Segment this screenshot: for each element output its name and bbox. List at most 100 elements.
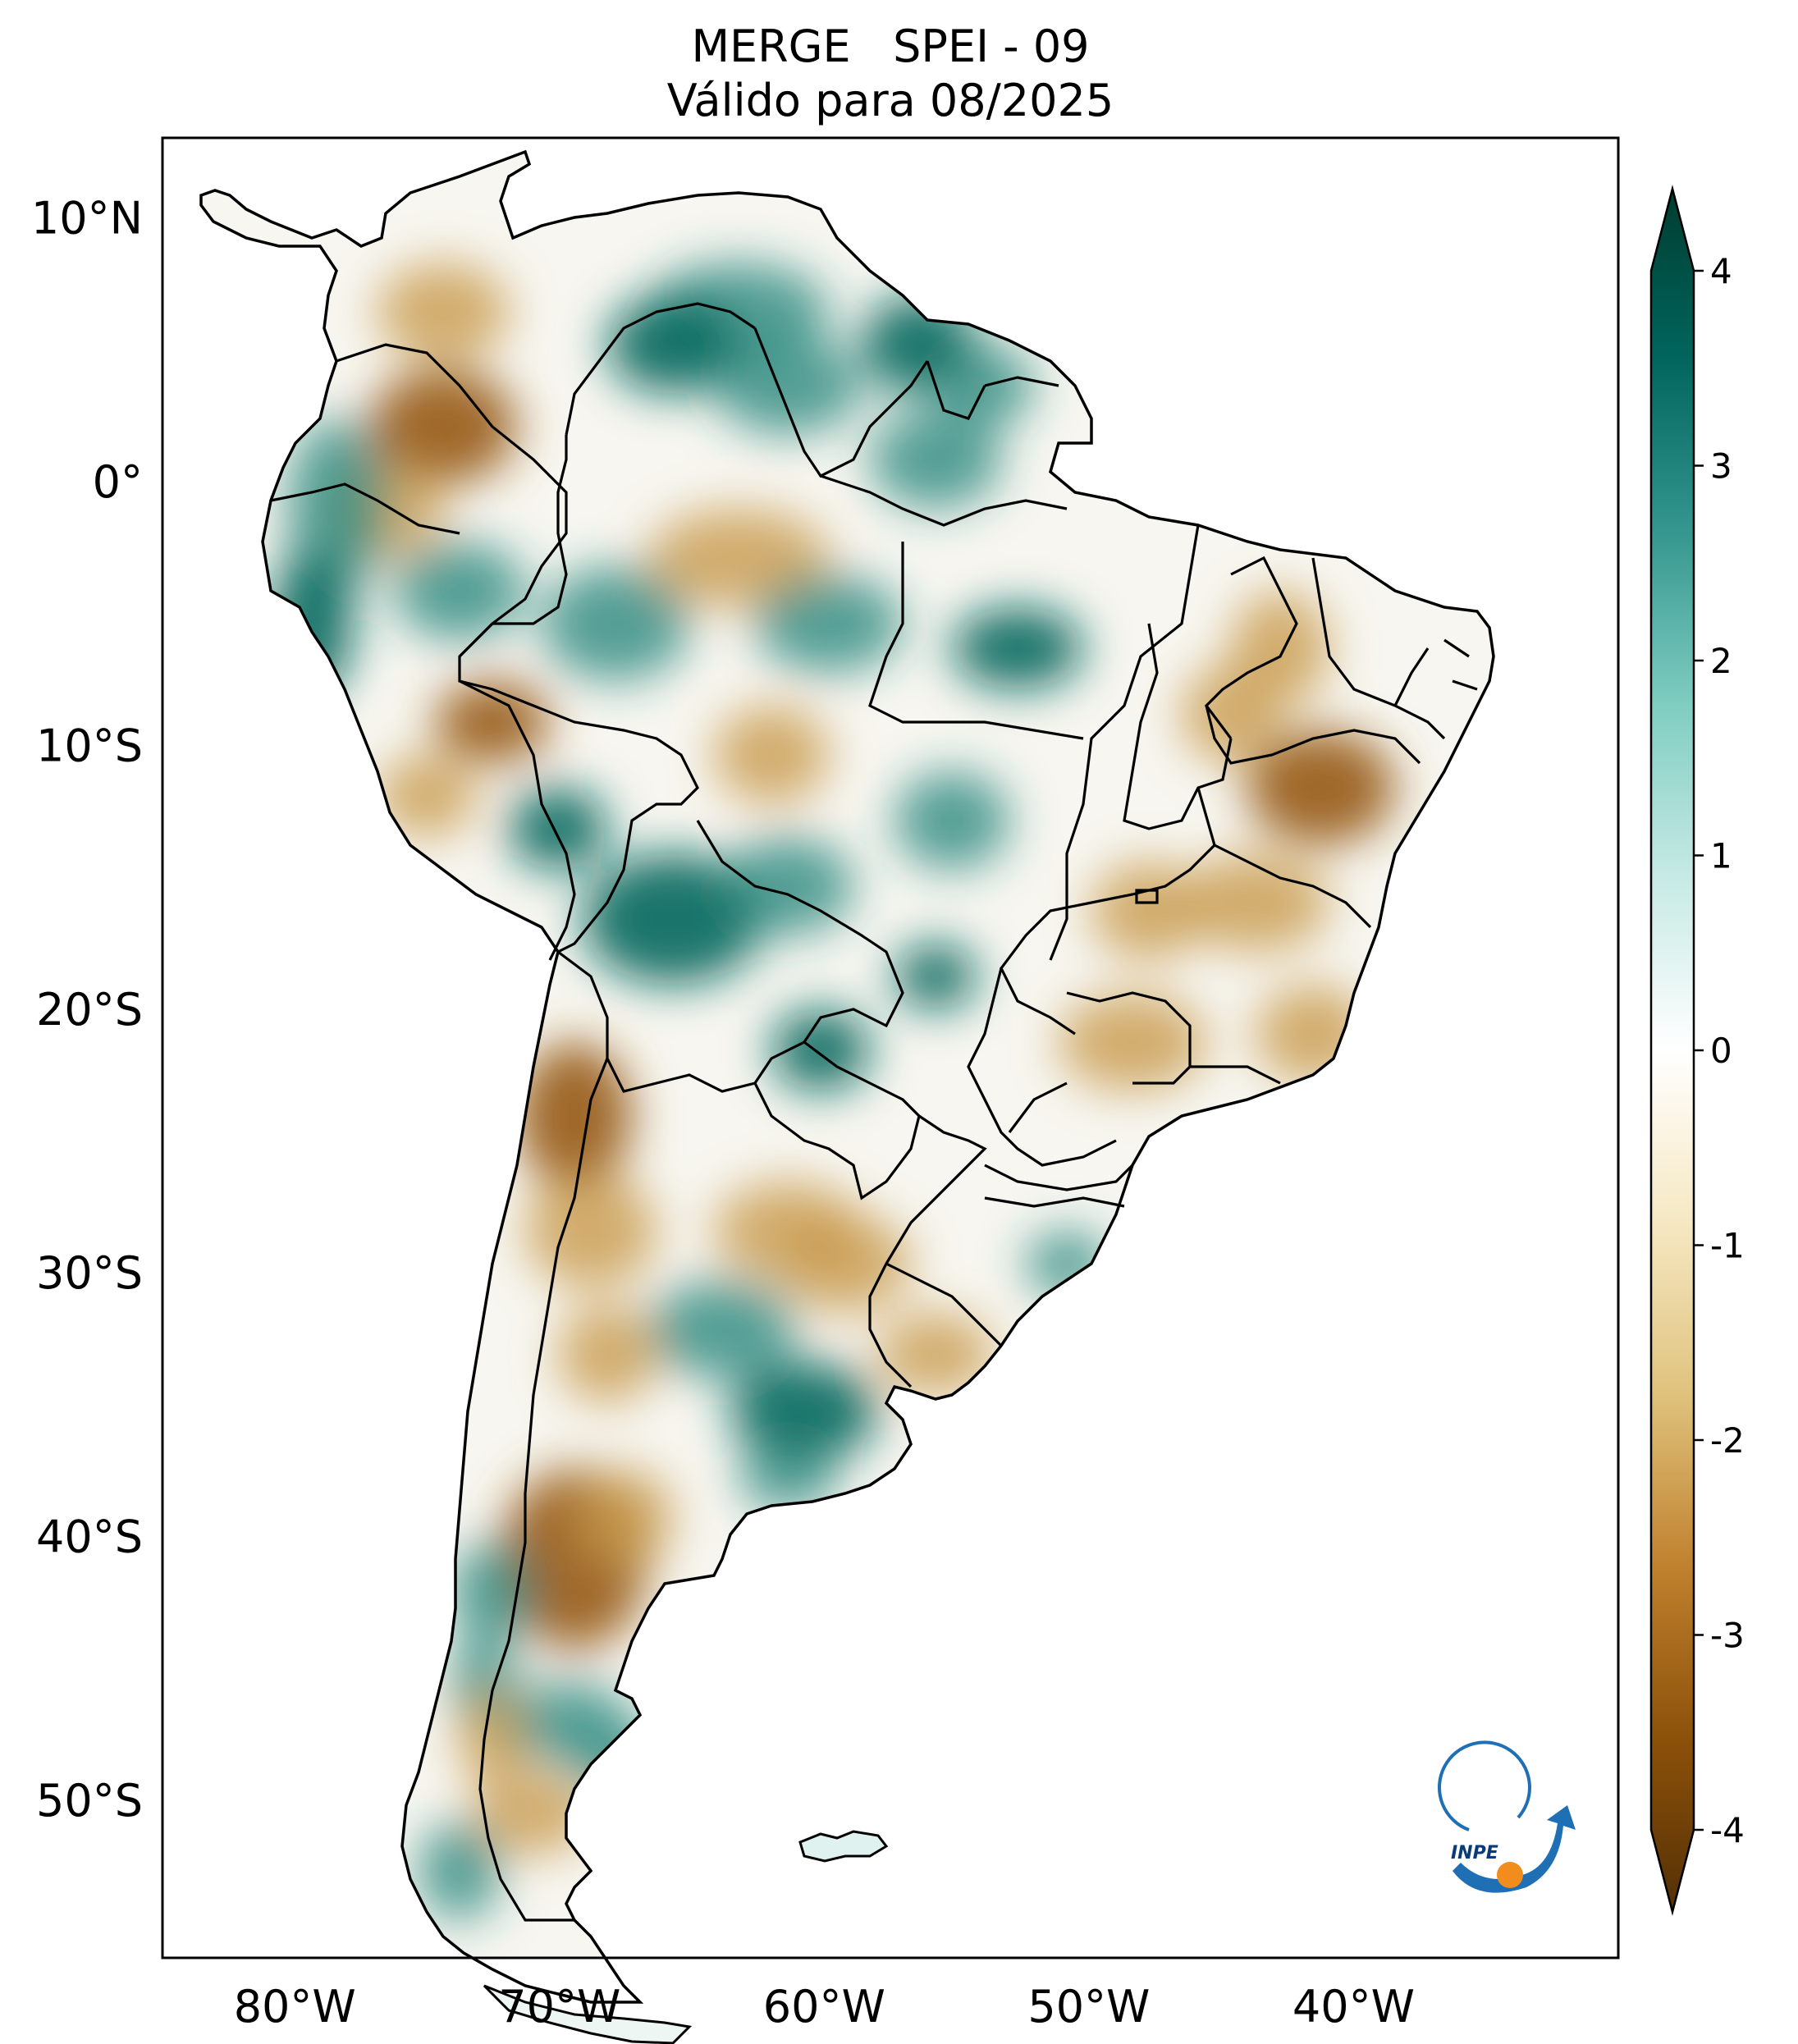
border-federal-district [1135, 889, 1159, 904]
tierra-del-fuego [483, 1984, 693, 2044]
inpe-logo-ring [1437, 1740, 1531, 1831]
dry-anomaly-patch [377, 755, 476, 837]
colorbar-tick-label: 4 [1710, 251, 1732, 291]
colorbar-tick-label: -2 [1710, 1420, 1745, 1461]
map-subtitle: Válido para 08/2025 [666, 75, 1114, 126]
lon-tick-label: 60°W [763, 1981, 885, 2033]
falkland-islands [798, 1830, 889, 1863]
lat-tick-label: 0° [93, 456, 143, 508]
border-argentina-brazil [885, 1114, 987, 1264]
wet-anomaly-patch [419, 1822, 501, 1920]
dry-anomaly-patch [1182, 853, 1329, 952]
colorbar-tick-label: -4 [1710, 1810, 1745, 1850]
border-uruguay [868, 1262, 1003, 1388]
wet-anomaly-patch [894, 771, 1009, 870]
dry-anomaly-patch [476, 1772, 591, 1854]
border-state-2 [868, 542, 1084, 740]
border-suriname [984, 376, 1059, 387]
latitude-labels: 10°N 0° 10°S 20°S 30°S 40°S 50°S [31, 192, 143, 1827]
border-state-13 [984, 1081, 1134, 1191]
border-guyana [926, 360, 986, 420]
border-state-11 [1066, 991, 1281, 1085]
border-state-12 [967, 967, 1117, 1167]
map-frame [161, 136, 1620, 1959]
border-state-5 [1204, 556, 1298, 739]
map-title: MERGE SPEI - 09 [691, 21, 1090, 72]
dry-anomaly-patch [558, 1305, 657, 1403]
lat-tick-label: 40°S [36, 1511, 143, 1563]
colorbar-tick-label: -1 [1710, 1226, 1745, 1266]
wet-anomaly-patch [542, 566, 689, 681]
inpe-logo-dot [1497, 1862, 1523, 1888]
border-colombia-peru [336, 343, 568, 658]
longitude-labels: 80°W 70°W 60°W 50°W 40°W [234, 1981, 1415, 2033]
inpe-logo-text: INPE [1451, 1843, 1498, 1863]
dry-anomaly-patch [574, 1469, 673, 1567]
border-chile-argentina [478, 1058, 609, 1922]
border-peru-brazil-bolivia [458, 435, 699, 953]
colorbar-tick-label: 2 [1710, 641, 1732, 681]
dry-anomaly-patch [780, 1214, 911, 1313]
wet-anomaly-patch [739, 1444, 837, 1510]
border-venezuela-colombia [565, 302, 756, 436]
border-paraguay [753, 1040, 921, 1200]
wet-anomaly-patch [509, 788, 607, 870]
wet-anomaly-patch [394, 542, 525, 640]
map-panel: INPE [161, 136, 1620, 2044]
colorbar: 4 3 2 1 0 -1 -2 -3 -4 [1649, 185, 1745, 1916]
lat-tick-label: 50°S [36, 1775, 143, 1827]
border-venezuela-brazil [753, 327, 929, 478]
wet-anomaly-patch [952, 607, 1083, 689]
dry-anomaly-patch [460, 1690, 525, 1789]
dry-anomaly-patch [1091, 862, 1206, 960]
border-state-8 [1393, 638, 1478, 706]
border-ecuador [270, 482, 460, 535]
wet-anomaly-patch [714, 336, 862, 435]
wet-anomaly-patch [755, 574, 903, 673]
lat-tick-label: 10°S [36, 720, 143, 771]
colorbar-tick-label: 1 [1710, 836, 1732, 876]
dry-anomaly-patch [1059, 993, 1206, 1091]
colorbar-ticks: 4 3 2 1 0 -1 -2 -3 -4 [1694, 251, 1745, 1850]
wet-anomaly-patch [730, 1362, 878, 1461]
lon-tick-label: 50°W [1027, 1981, 1150, 2033]
wet-anomaly-patch [722, 837, 853, 935]
inpe-logo-arrow [1453, 1805, 1576, 1893]
lon-tick-label: 80°W [234, 1981, 356, 2033]
lat-tick-label: 30°S [36, 1247, 143, 1299]
dry-anomaly-patch [377, 263, 509, 361]
border-state-10 [1214, 844, 1372, 929]
dry-anomaly-patch [369, 369, 517, 484]
lon-tick-label: 70°W [498, 1981, 620, 2033]
dry-anomaly-patch [525, 1173, 657, 1288]
dry-anomaly-patch [1182, 665, 1280, 763]
colorbar-gradient [1649, 185, 1695, 1916]
lon-tick-label: 40°W [1292, 1981, 1415, 2033]
border-state-1 [820, 474, 1068, 527]
dry-anomaly-patch [878, 1313, 993, 1395]
inpe-logo: INPE [1437, 1740, 1576, 1893]
colorbar-tick-label: 0 [1710, 1031, 1732, 1071]
wet-anomaly-patch [894, 944, 977, 1009]
border-peru-bolivia [459, 679, 576, 961]
wet-anomaly-patch [648, 1280, 796, 1379]
colorbar-tick-label: -3 [1710, 1616, 1745, 1656]
border-state-4 [1123, 623, 1233, 830]
dry-anomaly-patch [714, 706, 829, 804]
dry-anomaly-patch [648, 509, 829, 607]
border-state-7 [1205, 705, 1421, 765]
dry-anomaly-patch [517, 1042, 632, 1190]
lat-tick-label: 10°N [31, 192, 143, 244]
colorbar-tick-label: 3 [1710, 446, 1732, 487]
country-borders [270, 302, 1478, 1922]
border-state-3 [1049, 524, 1200, 961]
border-state-6 [1311, 557, 1446, 740]
dry-anomaly-patch [1247, 730, 1395, 845]
border-state-9 [1000, 787, 1216, 1036]
wet-anomaly-patch [583, 853, 763, 985]
border-state-14 [984, 1196, 1125, 1208]
border-bolivia [557, 820, 904, 1093]
wet-anomaly-patch [870, 410, 1001, 509]
wet-anomaly-patch [451, 1543, 533, 1641]
